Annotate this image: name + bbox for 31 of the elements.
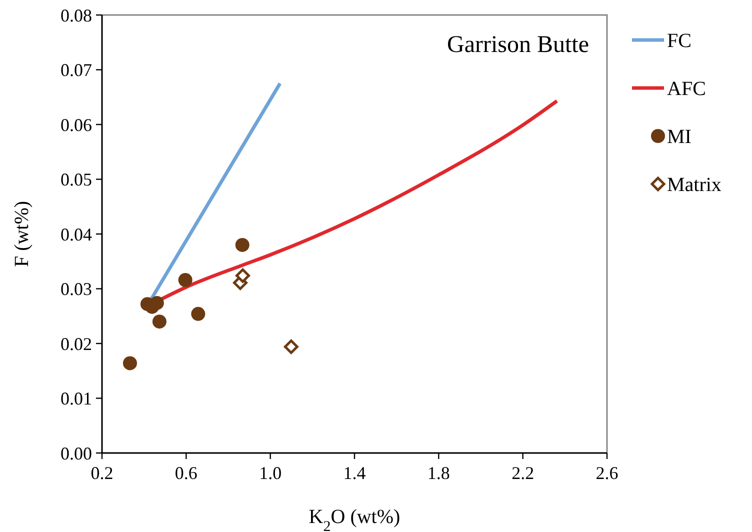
y-tick-label: 0.07 xyxy=(60,60,92,80)
point xyxy=(284,340,298,354)
x-tick-label: 2.2 xyxy=(512,463,534,483)
legend-label: MI xyxy=(667,126,692,148)
x-tick-label: 0.2 xyxy=(90,463,114,483)
y-tick-label: 0.01 xyxy=(60,388,92,409)
legend-label: Matrix xyxy=(667,174,722,196)
x-tick-label: 2.6 xyxy=(596,463,618,483)
y-tick-label: 0.04 xyxy=(60,224,92,244)
legend-label: FC xyxy=(667,30,692,52)
x-tick-label: 1.0 xyxy=(259,463,282,483)
point xyxy=(122,356,137,370)
legend-label: AFC xyxy=(667,78,706,100)
text: Garrison Butte xyxy=(447,32,589,58)
x-axis-title: K$_{2}$O (wt%) xyxy=(308,506,400,532)
point xyxy=(150,296,164,310)
x-tick-label: 1.4 xyxy=(343,463,366,483)
y-tick-label: 0.05 xyxy=(60,170,92,190)
y-tick-label: 0.08 xyxy=(60,5,92,26)
y-tick-label: 0.00 xyxy=(60,443,92,464)
point xyxy=(235,238,250,252)
y-tick-label: 0.03 xyxy=(60,279,92,300)
x-tick-label: 1.8 xyxy=(427,463,450,483)
y-axis-title: F (wt%) xyxy=(11,200,33,268)
point xyxy=(152,314,166,329)
y-tick-label: 0.06 xyxy=(60,114,92,135)
point xyxy=(191,306,206,321)
y-tick-label: 0.02 xyxy=(60,334,92,354)
point xyxy=(178,272,192,287)
x-tick-label: 0.6 xyxy=(174,463,198,483)
point xyxy=(236,268,250,283)
